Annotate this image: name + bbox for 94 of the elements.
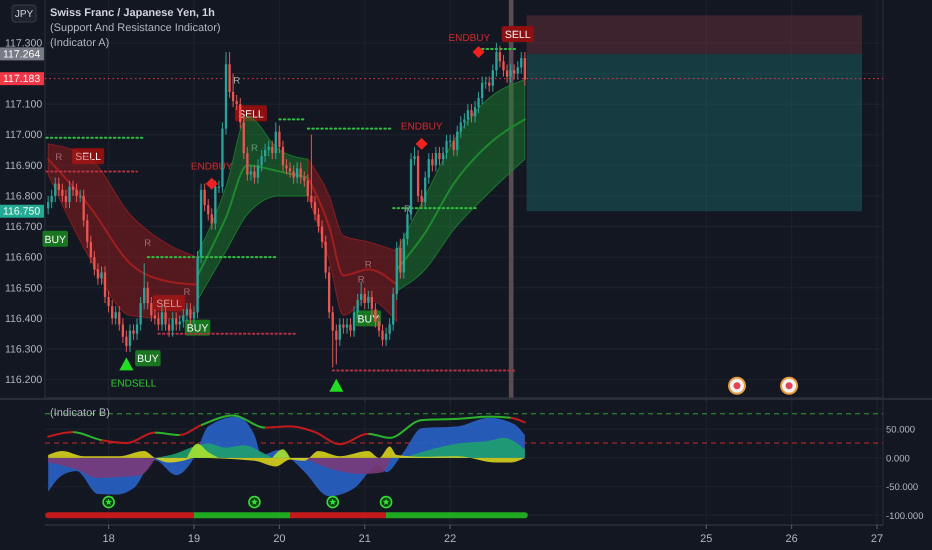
x-tick-label: 21 bbox=[358, 533, 371, 545]
candlestick bbox=[296, 162, 298, 184]
y-tick-label: 116.200 bbox=[5, 374, 42, 386]
annotation: R bbox=[233, 76, 240, 87]
y-tick-label: 116.300 bbox=[5, 344, 42, 356]
annotation: BUY bbox=[44, 234, 66, 246]
y-tick-label: 50.000 bbox=[886, 424, 916, 436]
annotation: BUY bbox=[137, 353, 159, 366]
annotation: ENDBUY bbox=[400, 122, 443, 133]
y-tick-label: 116.700 bbox=[5, 221, 42, 234]
text: (Support And Resistance Indicator) bbox=[50, 22, 221, 34]
candlestick bbox=[370, 290, 373, 316]
candlestick bbox=[268, 140, 270, 157]
annotation: ENDSELL bbox=[110, 378, 157, 390]
y-tick-label: 117.100 bbox=[5, 98, 42, 111]
y-tick-label: 116.400 bbox=[5, 312, 42, 325]
candlestick bbox=[434, 146, 438, 172]
candlestick bbox=[498, 45, 502, 68]
candlestick bbox=[452, 134, 455, 157]
line-series bbox=[396, 118, 526, 270]
text: Swiss Franc / Japanese Yen, 1h bbox=[50, 7, 216, 19]
annotation: BUY bbox=[186, 322, 208, 335]
candlestick bbox=[278, 125, 281, 154]
candlestick bbox=[456, 125, 458, 157]
candlestick bbox=[488, 76, 490, 92]
y-tick-label: 116.800 bbox=[5, 190, 42, 202]
candlestick bbox=[431, 152, 434, 172]
text: 117.264 bbox=[3, 48, 40, 60]
x-tick-label: 27 bbox=[870, 533, 884, 545]
candlestick bbox=[335, 324, 338, 365]
candlestick bbox=[470, 104, 473, 123]
annotation: R bbox=[55, 152, 62, 164]
annotation: R bbox=[358, 274, 365, 286]
line-series bbox=[306, 176, 398, 286]
candlestick bbox=[367, 290, 370, 310]
candlestick bbox=[310, 134, 313, 209]
candlestick bbox=[150, 296, 152, 322]
y-tick-label: 117.000 bbox=[5, 129, 42, 142]
candlestick bbox=[58, 177, 60, 196]
annotation: SELL bbox=[75, 151, 102, 164]
candlestick bbox=[157, 312, 160, 332]
y-tick-label: 116.900 bbox=[5, 160, 42, 172]
annotation: SELL bbox=[156, 298, 182, 310]
candlestick bbox=[178, 314, 181, 332]
candlestick bbox=[338, 318, 341, 346]
annotation: R bbox=[251, 142, 258, 154]
candlestick bbox=[264, 143, 266, 163]
x-tick-label: 26 bbox=[786, 533, 798, 545]
candlestick bbox=[513, 64, 516, 80]
candlestick bbox=[182, 308, 184, 328]
candlestick bbox=[271, 140, 274, 160]
annotation: (Indicator A) bbox=[50, 37, 110, 49]
candlestick bbox=[79, 189, 82, 203]
candlestick bbox=[54, 177, 56, 203]
x-tick-label: 19 bbox=[188, 533, 200, 545]
candlestick bbox=[236, 94, 238, 111]
candlestick bbox=[466, 104, 470, 126]
candlestick bbox=[292, 164, 295, 184]
candlestick bbox=[274, 122, 277, 160]
text: 116.750 bbox=[3, 206, 40, 218]
y-axis-title: JPY bbox=[14, 9, 34, 20]
candlestick bbox=[300, 162, 302, 184]
candlestick bbox=[171, 312, 174, 338]
y-tick-label: 117.300 bbox=[5, 37, 42, 50]
y-tick-label: 0.000 bbox=[886, 453, 910, 464]
y-tick-label: -100.000 bbox=[886, 510, 924, 522]
x-tick-label: 25 bbox=[700, 533, 712, 545]
candlestick bbox=[524, 52, 526, 86]
candlestick bbox=[428, 152, 430, 184]
ref-line-label: 117.183 bbox=[3, 73, 40, 86]
candlestick bbox=[210, 208, 213, 230]
candlestick bbox=[114, 306, 117, 326]
candlestick bbox=[364, 287, 366, 310]
annotation: R bbox=[364, 259, 372, 270]
candlestick bbox=[480, 76, 484, 105]
candlestick bbox=[111, 300, 114, 326]
candlestick bbox=[460, 116, 462, 138]
x-tick-label: 18 bbox=[102, 533, 115, 545]
candlestick bbox=[342, 318, 345, 334]
candlestick bbox=[306, 174, 309, 203]
x-tick-label: 20 bbox=[273, 533, 286, 545]
candlestick bbox=[146, 281, 149, 310]
x-tick-label: 22 bbox=[444, 533, 456, 545]
annotation: R bbox=[183, 286, 190, 298]
y-tick-label: 116.500 bbox=[5, 282, 42, 294]
annotation: R bbox=[144, 238, 152, 249]
candlestick bbox=[189, 302, 192, 326]
y-tick-label: -50.000 bbox=[886, 482, 918, 494]
candlestick bbox=[384, 327, 388, 346]
candlestick bbox=[175, 312, 178, 332]
y-tick-label: 116.600 bbox=[5, 252, 42, 264]
annotation: ENDBUY bbox=[448, 32, 490, 44]
annotation: SELL bbox=[504, 28, 531, 41]
candlestick bbox=[520, 52, 522, 74]
